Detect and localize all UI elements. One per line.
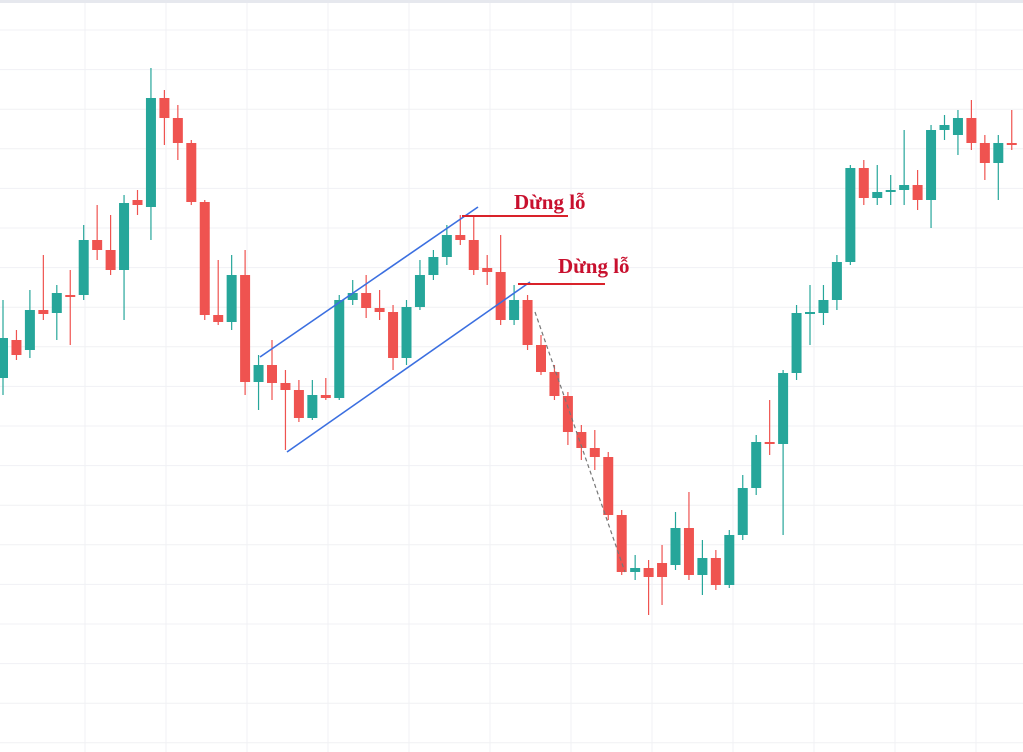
- candle-body: [428, 257, 439, 275]
- channel-lower: [286, 281, 531, 453]
- candle-body: [495, 272, 506, 320]
- candle-body: [724, 535, 735, 585]
- candle-body: [186, 143, 197, 202]
- candle-body: [872, 192, 883, 198]
- candle-body: [858, 168, 869, 198]
- candle-body: [267, 365, 277, 383]
- candle-body: [751, 442, 762, 488]
- candle-body: [172, 118, 183, 143]
- annotation: Dừng lỗ: [558, 254, 630, 278]
- candle-body: [831, 262, 842, 300]
- candles: [0, 68, 1017, 615]
- candle-body: [293, 390, 304, 418]
- candle-body: [320, 395, 331, 398]
- candle-body: [455, 235, 466, 240]
- candle-body: [468, 240, 479, 270]
- candle-body: [683, 528, 694, 575]
- candle-body: [670, 528, 681, 565]
- candle-body: [132, 200, 143, 205]
- candle-body: [926, 130, 937, 200]
- candle-body: [51, 293, 62, 313]
- candle-body: [899, 185, 910, 190]
- candle-body: [414, 275, 425, 307]
- candle-body: [952, 118, 963, 135]
- candle-body: [334, 300, 345, 398]
- candle-body: [522, 300, 533, 345]
- candle-body: [65, 295, 76, 297]
- candle-body: [199, 202, 210, 315]
- candle-body: [119, 203, 130, 270]
- candle-body: [347, 293, 358, 300]
- trend-dashed: [534, 311, 626, 573]
- candle-body: [549, 372, 560, 396]
- candle-body: [441, 235, 452, 257]
- candle-body: [616, 515, 627, 572]
- candle-body: [630, 568, 641, 572]
- candle-body: [374, 308, 385, 312]
- candle-body: [805, 312, 815, 314]
- candle-body: [764, 442, 775, 444]
- candle-body: [643, 568, 654, 577]
- candle-body: [979, 143, 990, 163]
- candle-body: [482, 268, 493, 272]
- candle-body: [603, 457, 614, 515]
- candle-body: [92, 240, 103, 250]
- top-border: [0, 0, 1023, 3]
- candle-body: [509, 300, 520, 320]
- candle-body: [993, 143, 1004, 163]
- candle-body: [38, 310, 49, 314]
- candle-body: [213, 315, 224, 322]
- candle-body: [966, 118, 977, 143]
- candle-body: [791, 313, 802, 373]
- candle-body: [159, 98, 170, 118]
- candle-body: [737, 488, 748, 535]
- candle-body: [845, 168, 856, 262]
- candle-body: [1006, 143, 1017, 145]
- candle-body: [710, 558, 721, 585]
- candle-body: [0, 338, 8, 378]
- candle-body: [78, 240, 89, 295]
- annotation: Dừng lỗ: [514, 190, 586, 214]
- candle-body: [697, 558, 708, 575]
- candle-body: [280, 383, 291, 390]
- candle-body: [11, 340, 22, 355]
- candle-body: [576, 432, 587, 448]
- candle-body: [240, 275, 251, 382]
- candle-body: [253, 365, 264, 382]
- candle-body: [24, 310, 35, 350]
- candle-body: [589, 448, 600, 457]
- candle-body: [818, 300, 829, 313]
- candle-body: [388, 312, 399, 358]
- candle-body: [778, 373, 789, 444]
- channel-upper: [259, 206, 479, 358]
- candle-body: [885, 190, 896, 192]
- candle-body: [361, 293, 372, 308]
- candle-body: [145, 98, 156, 207]
- candle-body: [226, 275, 237, 322]
- candle-body: [536, 345, 546, 372]
- candle-body: [939, 125, 950, 130]
- candle-body: [307, 395, 318, 418]
- candle-body: [105, 250, 116, 270]
- candle-body: [562, 396, 573, 432]
- candle-body: [401, 307, 412, 358]
- candle-body: [912, 185, 923, 200]
- candle-body: [657, 563, 668, 577]
